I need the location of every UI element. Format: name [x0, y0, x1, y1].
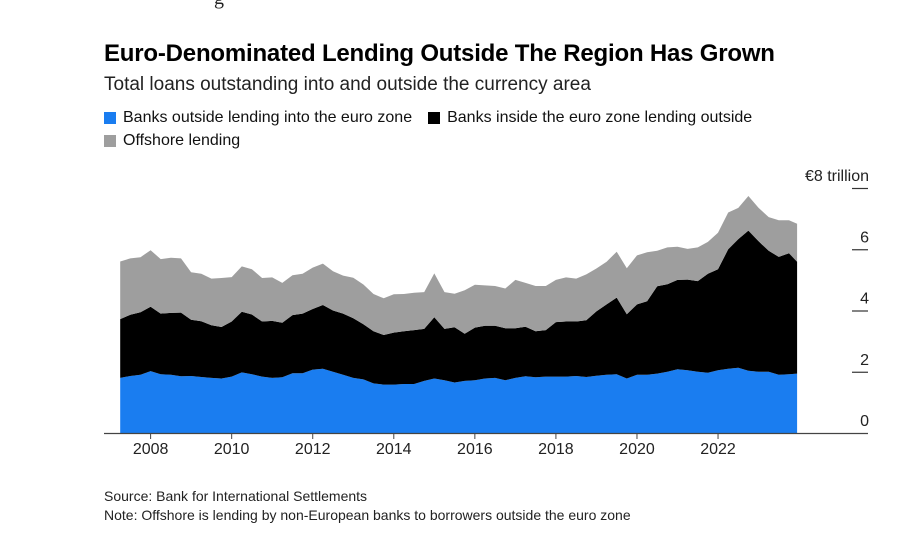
area-series-offshore — [120, 196, 798, 335]
legend-swatch-offshore — [104, 135, 116, 147]
top-cropped-text-fragment: g — [0, 0, 900, 10]
x-tick-label-2014: 2014 — [376, 441, 412, 458]
legend-row-2: Offshore lending — [104, 132, 256, 150]
area-series-inside-outside — [120, 230, 798, 385]
legend-item-inside-outside: Banks inside the euro zone lending outsi… — [428, 109, 752, 127]
x-tick-label-2010: 2010 — [214, 441, 250, 458]
y-tick-label-2: 2 — [860, 352, 869, 369]
chart-title: Euro-Denominated Lending Outside The Reg… — [104, 40, 775, 67]
source-note: Source: Bank for International Settlemen… — [104, 488, 368, 504]
x-tick-label-2018: 2018 — [538, 441, 574, 458]
legend-item-outside-into: Banks outside lending into the euro zone — [104, 109, 412, 127]
footnote: Note: Offshore is lending by non-Europea… — [104, 507, 631, 523]
y-tick-label-8: €8 trillion — [805, 168, 869, 185]
legend-label-outside-into: Banks outside lending into the euro zone — [123, 109, 413, 126]
x-tick-label-2008: 2008 — [133, 441, 169, 458]
y-tick-label-0: 0 — [860, 413, 869, 430]
legend-label-offshore: Offshore lending — [123, 132, 241, 149]
x-tick-label-2020: 2020 — [619, 441, 655, 458]
y-tick-label-6: 6 — [860, 229, 869, 246]
x-tick-label-2016: 2016 — [457, 441, 493, 458]
area-series-outside-into — [120, 367, 798, 433]
y-tick-label-4: 4 — [860, 291, 869, 308]
legend-swatch-inside-outside — [428, 112, 441, 124]
legend-item-offshore: Offshore lending — [104, 132, 240, 150]
legend-row-1: Banks outside lending into the euro zone… — [104, 109, 768, 127]
x-tick-label-2012: 2012 — [295, 441, 331, 458]
legend-label-inside-outside: Banks inside the euro zone lending outsi… — [447, 109, 753, 126]
x-tick-label-2022: 2022 — [700, 441, 736, 458]
chart-subtitle: Total loans outstanding into and outside… — [104, 74, 591, 95]
legend-swatch-outside-into — [104, 112, 116, 124]
